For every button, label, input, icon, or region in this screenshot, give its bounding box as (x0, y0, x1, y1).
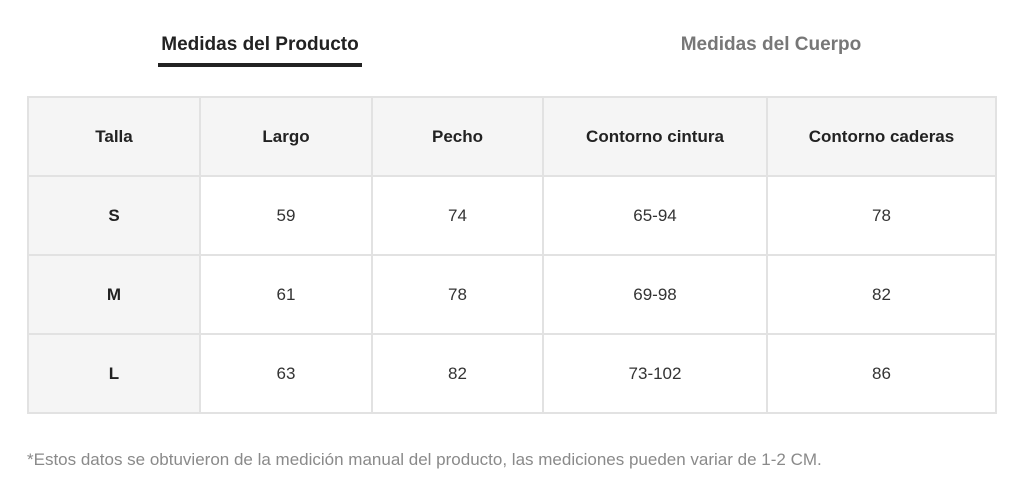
size-cell: M (27, 254, 201, 335)
header-row: Talla Largo Pecho Contorno cintura Contorno … (27, 96, 997, 177)
cell: 73-102 (542, 333, 768, 414)
cell: 59 (199, 175, 373, 256)
tab-active[interactable]: Medidas del Producto (161, 34, 359, 55)
cell: 69-98 (542, 254, 768, 335)
size-cell: L (27, 333, 201, 414)
cell: 78 (766, 175, 997, 256)
cell: 78 (371, 254, 544, 335)
row: M 61 78 69-98 82 (27, 254, 997, 335)
cell: 82 (371, 333, 544, 414)
cell: 61 (199, 254, 373, 335)
footnote: *Estos datos se obtuvieron de la medició… (27, 450, 822, 469)
size-table: Talla Largo Pecho Contorno cintura Contorno … (27, 96, 997, 414)
row: L 63 82 73-102 86 (27, 333, 997, 414)
header-cell: Contorno cintura (542, 96, 768, 177)
cell: 65-94 (542, 175, 768, 256)
cell: 82 (766, 254, 997, 335)
size-cell: S (27, 175, 201, 256)
row: S 59 74 65-94 78 (27, 175, 997, 256)
header-cell: Talla (27, 96, 201, 177)
cell: 74 (371, 175, 544, 256)
cell: 86 (766, 333, 997, 414)
header-cell: Contorno caderas (766, 96, 997, 177)
cell: 63 (199, 333, 373, 414)
tab[interactable]: Medidas del Cuerpo (680, 34, 862, 55)
header-cell: Largo (199, 96, 373, 177)
tab-underline (158, 63, 362, 67)
header-cell: Pecho (371, 96, 544, 177)
